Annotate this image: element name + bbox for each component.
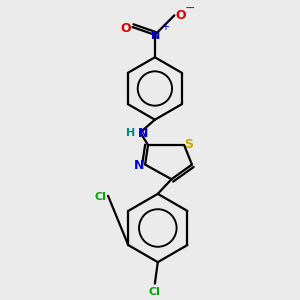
Text: S: S [184, 138, 194, 151]
Text: H: H [126, 128, 135, 138]
Text: N: N [134, 159, 145, 172]
Text: Cl: Cl [94, 192, 106, 202]
Text: N: N [138, 127, 148, 140]
Text: O: O [120, 22, 131, 34]
Text: O: O [175, 9, 186, 22]
Text: Cl: Cl [149, 287, 161, 297]
Text: N: N [151, 31, 160, 41]
Text: +: + [160, 22, 169, 32]
Text: −: − [185, 2, 195, 15]
